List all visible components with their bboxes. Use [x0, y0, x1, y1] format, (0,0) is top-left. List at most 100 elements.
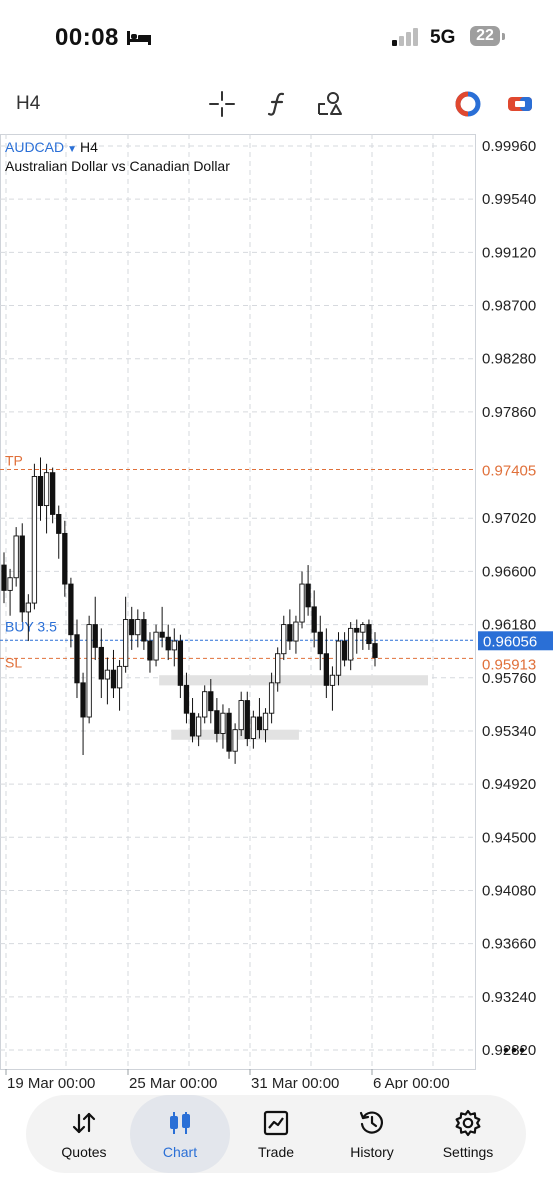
settings-icon: [455, 1109, 481, 1137]
candle-bear: [323, 653, 329, 686]
candle-bear: [366, 624, 372, 645]
candle-bull: [202, 691, 208, 718]
candle-bear: [159, 631, 165, 638]
price-axis-label: 0.93240: [482, 989, 536, 1006]
battery-icon: 22: [470, 26, 500, 46]
price-axis-label: 0.94080: [482, 882, 536, 899]
candle-bear: [147, 640, 153, 661]
symbol-timeframe: H4: [80, 139, 98, 155]
candle-bear: [244, 700, 250, 739]
candle-bear: [189, 712, 196, 737]
sleep-focus-icon: [127, 31, 151, 45]
time-axis-label: 25 Mar 00:00: [129, 1075, 217, 1089]
symbol-header[interactable]: AUDCAD ▼ H4: [5, 139, 98, 155]
bottom-navigation: Quotes Chart Trade History: [26, 1095, 526, 1173]
candle-bear: [37, 476, 44, 507]
nav-quotes[interactable]: Quotes: [34, 1095, 134, 1173]
price-chart[interactable]: 0.99960 0.99540 0.99120 0.98700 0.98280 0.978…: [0, 134, 553, 1089]
price-axis-label: 0.98280: [482, 351, 536, 368]
price-axis-label: 0.93660: [482, 936, 536, 953]
objects-icon[interactable]: [316, 90, 344, 118]
candle-bull: [360, 624, 366, 633]
nav-label: Chart: [162, 1144, 198, 1160]
candle-bull: [335, 640, 342, 676]
candle-bear: [80, 682, 86, 718]
candle-bear: [226, 712, 232, 752]
cellular-signal-icon: [392, 28, 418, 46]
price-axis-label: 0.99960: [482, 138, 536, 155]
nav-trade[interactable]: Trade: [226, 1095, 326, 1173]
one-click-trading-icon[interactable]: [454, 90, 482, 118]
price-axis-label: 0.97020: [482, 510, 536, 527]
time-axis-label: 19 Mar 00:00: [7, 1075, 95, 1089]
candle-bull: [153, 631, 159, 661]
candle-bear: [56, 513, 62, 534]
price-axis-label: 0.99540: [482, 191, 536, 208]
candle-bull: [281, 624, 287, 655]
network-type: 5G: [430, 27, 456, 48]
candle-bull: [135, 619, 141, 636]
status-bar: 00:08 5G 22: [0, 0, 553, 75]
tp-price-tag: 0.97405: [482, 462, 536, 479]
quotes-icon: [72, 1112, 96, 1134]
candle-bull: [238, 700, 244, 731]
candle-bear: [92, 624, 98, 648]
candle-bear: [214, 710, 220, 734]
candle-bull: [43, 472, 50, 507]
candle-bear: [50, 472, 56, 515]
nav-history[interactable]: History: [322, 1095, 422, 1173]
candle-bull: [13, 535, 19, 579]
nav-label: Quotes: [61, 1144, 107, 1160]
nav-settings[interactable]: Settings: [418, 1095, 518, 1173]
buy-price-tag-bg: [478, 631, 553, 651]
symbol-dropdown-icon[interactable]: ▼: [67, 144, 78, 155]
crosshair-icon[interactable]: [208, 90, 236, 118]
candle-bear: [256, 716, 263, 731]
candle-bull: [299, 583, 305, 623]
price-axis-label: 0.94920: [482, 776, 536, 793]
candle-bull: [232, 729, 238, 752]
candle-bear: [183, 684, 190, 714]
candle-bear: [68, 583, 74, 636]
indicators-icon[interactable]: [264, 90, 292, 118]
price-axis-label: 0.97860: [482, 404, 536, 421]
candle-bear: [62, 532, 68, 585]
candle-bear: [354, 627, 360, 633]
more-icon[interactable]: [502, 1046, 526, 1054]
candle-bear: [317, 631, 323, 655]
candle-bear: [129, 619, 135, 636]
candle-bull: [195, 716, 202, 737]
nav-chart[interactable]: Chart: [130, 1095, 230, 1173]
new-order-icon[interactable]: [506, 90, 534, 118]
tp-label: TP: [5, 452, 23, 468]
history-icon: [359, 1111, 383, 1134]
candle-bull: [250, 716, 257, 739]
candle-bull: [329, 674, 336, 686]
timeframe-button[interactable]: H4: [16, 93, 41, 114]
price-axis-label: 0.99120: [482, 244, 536, 261]
candle-bull: [86, 624, 92, 718]
symbol-name[interactable]: AUDCAD: [5, 139, 65, 155]
price-axis-label: 0.98700: [482, 298, 536, 315]
candle-bear: [74, 634, 80, 684]
nav-label: Settings: [442, 1144, 494, 1160]
candle-bear: [311, 606, 317, 633]
clock: 00:08: [55, 24, 119, 51]
trade-icon: [263, 1110, 289, 1136]
candle-bull: [220, 712, 226, 734]
candle-bear: [19, 535, 25, 613]
candle-bull: [262, 712, 269, 731]
candle-bear: [287, 624, 293, 642]
price-axis-label: 0.92820: [482, 1042, 536, 1059]
candle-bull: [116, 665, 123, 689]
candle-bear: [1, 564, 7, 591]
price-axis-label: 0.95760: [482, 670, 536, 687]
support-zone: [159, 675, 428, 686]
candle-bear: [208, 691, 214, 712]
sl-price-tag: 0.95913: [482, 656, 536, 673]
candle-bull: [293, 621, 299, 642]
candle-bull: [25, 602, 31, 613]
candle-bear: [110, 669, 117, 689]
candle-bull: [348, 627, 354, 661]
candle-bull: [31, 476, 38, 604]
